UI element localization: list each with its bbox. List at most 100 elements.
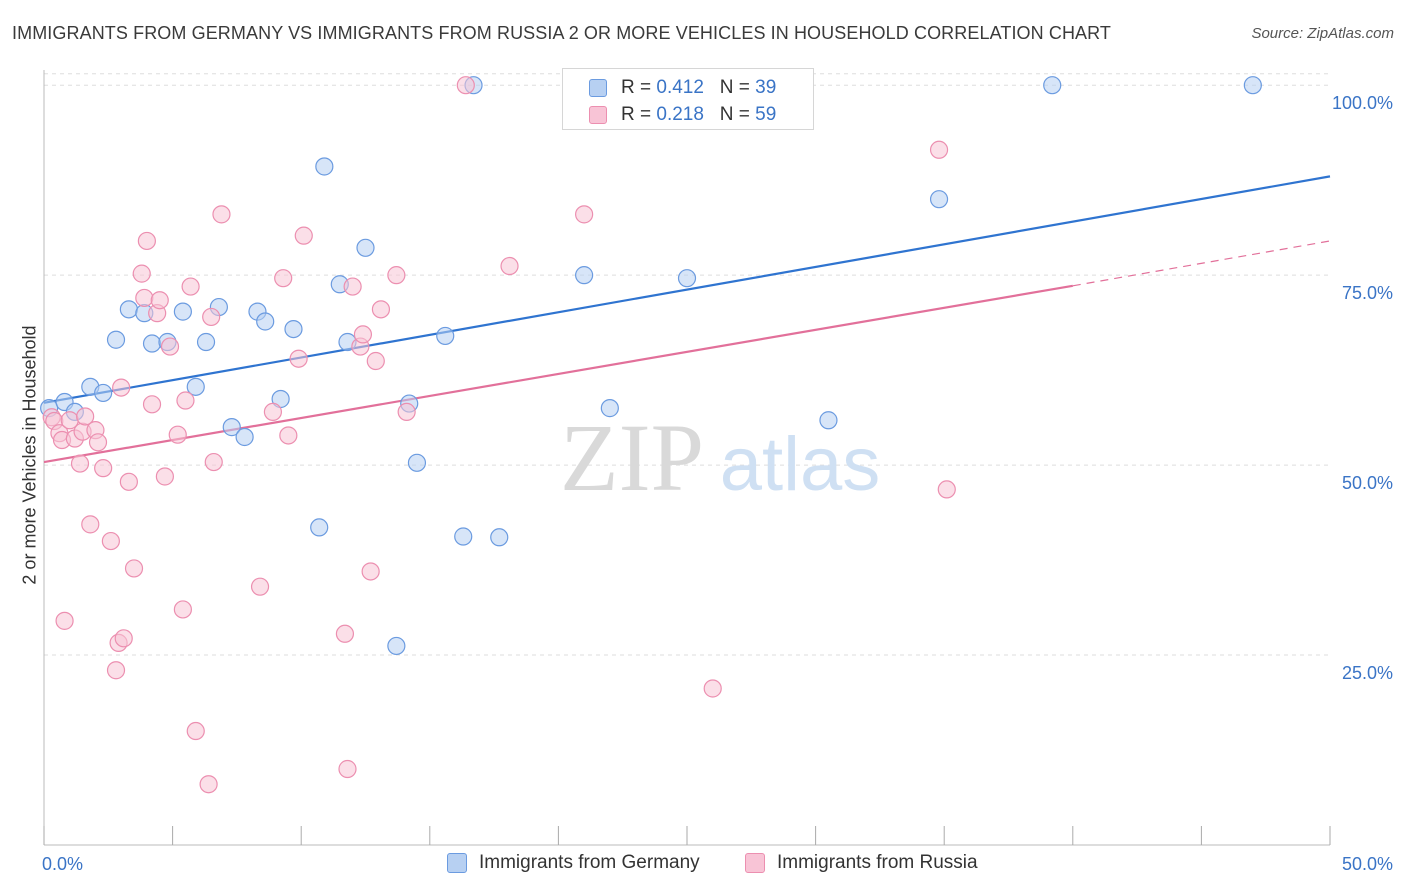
russia-point [106,661,126,680]
russia-point [168,425,187,444]
germany-point [315,157,334,176]
russia-n-label: N = [719,104,756,125]
points-layer [40,76,1262,794]
russia-point [181,277,200,296]
russia-r-value: 0.218 [656,104,704,125]
germany-point [490,528,509,547]
russia-point [500,256,519,276]
germany-n-label: N = [719,77,756,98]
x-tick-label: 0.0% [42,854,83,874]
germany-point [677,269,697,288]
russia-point [173,600,192,619]
russia-point [176,391,195,410]
germany-point [119,300,138,319]
germany-point [142,334,162,353]
russia-point [929,140,949,159]
russia-point [70,454,90,473]
russia-trend-extension [1072,240,1331,287]
tick-label-layer: 25.0% 50.0% 75.0% 100.0% 0.0% 50.0% [42,93,1393,874]
germany-point [436,326,455,346]
germany-swatch [589,79,607,97]
russia-point [112,378,131,397]
russia-point [575,205,594,224]
russia-point [94,459,113,478]
germany-point [575,266,594,285]
germany-legend-label: Immigrants from Germany [479,852,700,873]
russia-point [212,205,231,224]
germany-point [284,319,303,339]
trend-layer [43,175,1331,464]
russia-point [397,402,416,422]
russia-point [361,562,380,581]
y-tick-label: 25.0% [1342,663,1393,683]
grid-layer [44,73,1330,656]
russia-stats: R = 0.218 N = 59 [621,104,776,126]
russia-point [353,325,373,344]
russia-point [294,226,313,245]
x-tick-label: 50.0% [1342,854,1393,874]
russia-point [343,277,362,296]
russia-point [119,472,138,491]
germany-point [387,636,406,656]
russia-point [937,480,956,499]
russia-legend-label: Immigrants from Russia [777,852,978,873]
watermark: ZIP atlas [560,404,880,511]
germany-trend-line [43,175,1331,404]
germany-point [1243,76,1262,95]
y-tick-label: 75.0% [1342,283,1393,303]
watermark-zip: ZIP [560,404,704,511]
russia-point [132,264,151,283]
germany-point [106,330,126,349]
axis-layer [43,70,1331,846]
russia-point [204,452,223,472]
germany-point [222,418,241,437]
germany-point [196,332,216,352]
germany-point [186,377,205,396]
russia-point [371,300,391,319]
germany-n-value: 39 [755,77,777,98]
germany-point [454,527,473,546]
y-tick-label: 100.0% [1332,93,1393,113]
y-tick-label: 50.0% [1342,473,1393,493]
russia-trend-line [43,284,1073,464]
germany-point [94,383,113,403]
germany-point [819,411,838,430]
watermark-atlas: atlas [720,422,881,507]
russia-point [263,402,283,422]
germany-stats: R = 0.412 N = 39 [621,77,776,99]
russia-point [81,515,100,534]
germany-legend-swatch [447,853,467,873]
russia-n-value: 59 [755,104,777,125]
russia-r-label: R = [621,104,657,125]
germany-r-value: 0.412 [656,77,704,98]
russia-swatch [589,106,607,124]
russia-point [114,629,133,648]
germany-point [256,312,275,331]
germany-point [407,453,427,472]
stats-legend: R = 0.412 N = 39 R = 0.218 N = 59 [562,68,814,130]
russia-point [274,269,293,288]
germany-point [310,518,329,537]
russia-point [76,407,95,426]
russia-point [160,337,180,356]
russia-point [142,395,162,414]
germany-point [235,427,254,447]
russia-point [135,288,154,308]
russia-point [88,433,108,452]
russia-point [202,307,221,327]
russia-point [335,624,355,643]
germany-point [356,238,375,257]
russia-point [55,611,74,630]
russia-point [279,426,298,445]
russia-point [137,231,156,251]
germany-r-label: R = [621,77,657,98]
germany-point [929,190,949,209]
russia-point [387,266,406,285]
russia-point [150,291,169,310]
russia-point [250,577,270,596]
russia-point [338,759,357,779]
russia-point [366,351,385,371]
chart-title: IMMIGRANTS FROM GERMANY VS IMMIGRANTS FR… [12,23,1112,43]
russia-point [186,721,205,741]
russia-point [124,559,144,578]
